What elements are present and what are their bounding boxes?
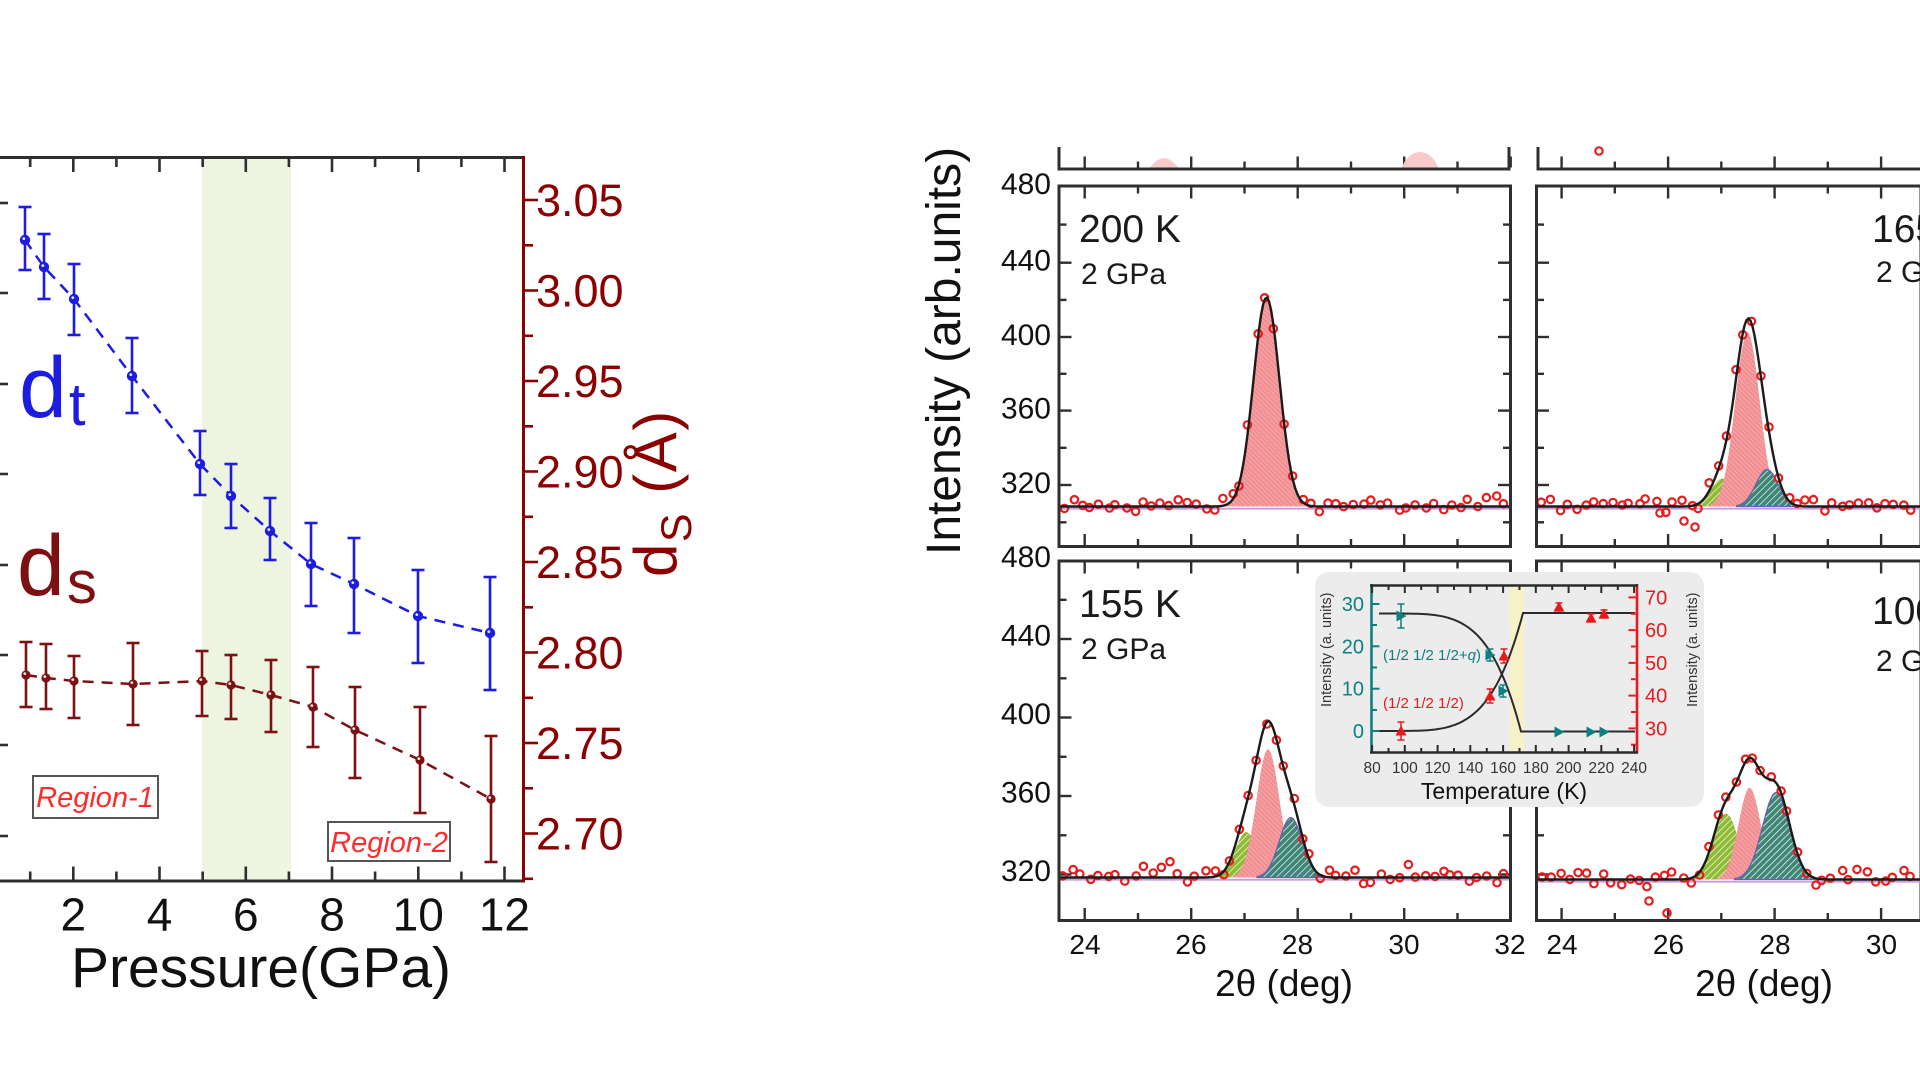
- svg-text:30: 30: [1388, 929, 1419, 960]
- svg-text:50: 50: [1645, 653, 1667, 675]
- svg-text:dS (Å): dS (Å): [622, 409, 701, 577]
- svg-text:320: 320: [1001, 855, 1051, 888]
- svg-text:2.90: 2.90: [536, 447, 624, 498]
- svg-text:200: 200: [1556, 760, 1582, 777]
- svg-text:(1/2 1/2 1/2): (1/2 1/2 1/2): [1383, 695, 1464, 712]
- svg-text:24: 24: [1069, 929, 1100, 960]
- svg-text:Intensity (a. units): Intensity (a. units): [1685, 593, 1701, 707]
- svg-text:0: 0: [1353, 721, 1364, 743]
- svg-text:70: 70: [1645, 587, 1667, 609]
- svg-text:(1/2 1/2 1/2+q): (1/2 1/2 1/2+q): [1383, 647, 1481, 664]
- svg-text:Intensity (arb.units): Intensity (arb.units): [918, 147, 971, 555]
- svg-text:26: 26: [1653, 929, 1684, 960]
- svg-text:40: 40: [1645, 686, 1667, 708]
- svg-text:12: 12: [479, 889, 530, 941]
- svg-text:120: 120: [1425, 760, 1451, 777]
- svg-text:240: 240: [1621, 760, 1647, 777]
- svg-text:30: 30: [1342, 594, 1364, 616]
- svg-text:100: 100: [1392, 760, 1418, 777]
- svg-text:360: 360: [1001, 393, 1051, 426]
- svg-text:Region-1: Region-1: [36, 782, 154, 814]
- svg-text:6: 6: [233, 889, 259, 941]
- svg-text:440: 440: [1001, 245, 1051, 278]
- svg-text:28: 28: [1282, 929, 1313, 960]
- svg-text:10: 10: [393, 889, 444, 941]
- svg-text:20: 20: [1342, 636, 1364, 658]
- svg-text:440: 440: [1001, 620, 1051, 653]
- svg-text:Region-2: Region-2: [330, 827, 448, 859]
- svg-text:155 K: 155 K: [1079, 583, 1181, 626]
- svg-text:24: 24: [1546, 929, 1577, 960]
- svg-text:2.70: 2.70: [536, 809, 624, 860]
- svg-text:100 K: 100 K: [1872, 590, 1920, 633]
- svg-text:400: 400: [1001, 698, 1051, 731]
- svg-text:320: 320: [1001, 467, 1051, 500]
- svg-text:2 GPa: 2 GPa: [1081, 633, 1166, 666]
- svg-text:Temperature (K): Temperature (K): [1421, 778, 1587, 804]
- svg-text:60: 60: [1645, 620, 1667, 642]
- svg-text:2.80: 2.80: [536, 628, 624, 679]
- svg-text:180: 180: [1523, 760, 1549, 777]
- svg-text:Intensity (a. units): Intensity (a. units): [1319, 593, 1335, 707]
- svg-text:28: 28: [1759, 929, 1790, 960]
- svg-text:480: 480: [1001, 168, 1051, 201]
- svg-text:2.85: 2.85: [536, 537, 624, 588]
- svg-text:30: 30: [1866, 929, 1897, 960]
- svg-text:32: 32: [1494, 929, 1525, 960]
- svg-text:140: 140: [1457, 760, 1483, 777]
- svg-text:160: 160: [1490, 760, 1516, 777]
- svg-text:8: 8: [319, 889, 345, 941]
- svg-text:Pressure(GPa): Pressure(GPa): [71, 936, 451, 1000]
- svg-text:10: 10: [1342, 679, 1364, 701]
- svg-text:3.00: 3.00: [536, 266, 624, 317]
- svg-text:220: 220: [1588, 760, 1614, 777]
- svg-text:30: 30: [1645, 718, 1667, 740]
- svg-text:2: 2: [61, 889, 87, 941]
- svg-text:200 K: 200 K: [1079, 208, 1181, 251]
- svg-text:2θ (deg): 2θ (deg): [1215, 963, 1353, 1004]
- svg-text:2 GPa: 2 GPa: [1876, 256, 1920, 289]
- svg-text:80: 80: [1363, 760, 1381, 777]
- svg-text:2.75: 2.75: [536, 718, 624, 769]
- svg-text:2 GPa: 2 GPa: [1081, 258, 1166, 291]
- svg-text:26: 26: [1175, 929, 1206, 960]
- svg-text:360: 360: [1001, 777, 1051, 810]
- svg-text:400: 400: [1001, 319, 1051, 352]
- svg-text:2θ (deg): 2θ (deg): [1695, 963, 1833, 1004]
- svg-text:165 K: 165 K: [1872, 208, 1920, 251]
- svg-text:2.95: 2.95: [536, 356, 624, 407]
- svg-text:480: 480: [1001, 541, 1051, 574]
- svg-text:4: 4: [147, 889, 173, 941]
- svg-text:3.05: 3.05: [536, 175, 624, 226]
- svg-text:2 GPa: 2 GPa: [1876, 645, 1920, 678]
